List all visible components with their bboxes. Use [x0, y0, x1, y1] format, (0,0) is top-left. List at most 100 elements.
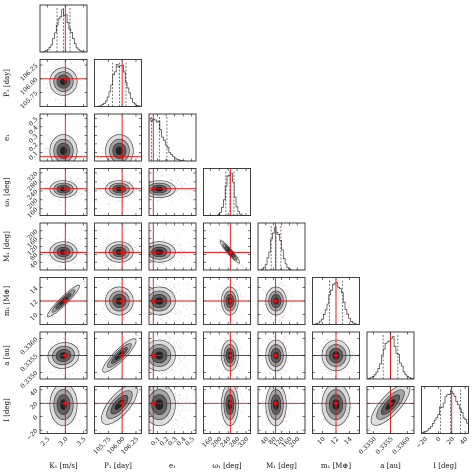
scatter-panel-K-P [39, 59, 88, 107]
y-tick-label: 0 [32, 414, 40, 422]
x-axis-label-M: M₁ [deg] [266, 462, 297, 470]
x-tick-label: 10 [316, 436, 327, 447]
y-tick-label: 0.3 [28, 133, 40, 145]
truth-marker [334, 353, 338, 358]
x-axis-label-m: m₁ [M⊕] [321, 462, 351, 470]
x-tick-label: 0.3360 [391, 436, 411, 456]
y-axis-label-e: e₁ [3, 134, 11, 141]
truth-marker [63, 250, 67, 254]
truth-marker [120, 250, 124, 254]
x-tick-label: 14 [343, 436, 354, 447]
density-contour [59, 146, 68, 155]
histogram-panel-e [148, 113, 197, 162]
scatter-panel-K-m [39, 277, 88, 325]
histogram-panel-P [94, 59, 142, 107]
histogram-steps [94, 63, 142, 107]
scatter-panel-e-a [148, 331, 197, 380]
truth-marker [151, 299, 155, 303]
panel-frame [203, 168, 251, 216]
truth-marker [228, 299, 232, 303]
scatter-panel-w-a [203, 331, 251, 380]
y-tick-label: 12 [29, 298, 40, 309]
x-tick-label: 40 [260, 436, 271, 447]
y-tick-label: 0.3360 [19, 336, 39, 356]
y-tick-label: 320 [26, 170, 39, 183]
y-axis-label-w: ω₁ [deg] [3, 177, 11, 207]
x-tick-label: −20 [415, 436, 429, 450]
x-tick-label: 3.0 [58, 436, 70, 448]
truth-marker [63, 155, 67, 159]
scatter-panel-P-e [94, 113, 142, 162]
y-tick-label: −20 [25, 428, 39, 442]
truth-marker [63, 353, 67, 358]
panel-frame [203, 386, 251, 434]
truth-marker [274, 353, 278, 358]
scatter-panel-e-w [148, 168, 197, 216]
x-tick-label: 320 [237, 436, 250, 449]
scatter-panel-P-a [94, 331, 142, 380]
panel-frame [39, 59, 88, 107]
truth-marker [120, 155, 124, 159]
scatter-panel-P-m [94, 277, 142, 325]
density-contour [115, 146, 123, 155]
truth-marker [388, 401, 393, 405]
truth-marker [151, 401, 155, 405]
y-tick-label: 0.2 [28, 141, 40, 153]
y-tick-label: 40 [29, 387, 40, 398]
histogram-panel-a [366, 331, 415, 380]
scatter-panel-m-i [312, 386, 360, 434]
x-axis-label-P: P₁ [day] [104, 462, 132, 470]
x-tick-label: 20 [445, 436, 456, 447]
truth-marker [63, 401, 67, 405]
scatter-panel-e-m [148, 277, 197, 325]
y-tick-label: 10 [29, 312, 40, 323]
scatter-panel-e-i [148, 386, 197, 434]
y-tick-label: 40 [29, 260, 40, 271]
scatter-panel-P-M [94, 222, 142, 271]
x-axis-label-e: e₁ [169, 462, 176, 470]
panel-frame [148, 386, 197, 434]
scatter-panel-w-M [203, 222, 251, 271]
scatter-panel-m-a [312, 331, 360, 380]
y-tick-label: 20 [29, 401, 40, 412]
truth-marker [63, 77, 67, 81]
truth-marker [120, 187, 124, 191]
y-tick-label: 0.4 [28, 124, 40, 136]
histogram-panel-w [203, 168, 251, 216]
x-tick-label: 80 [267, 436, 278, 447]
truth-marker [120, 353, 124, 358]
x-axis-label-K: K₁ [m/s] [49, 462, 78, 470]
scatter-panel-a-i [366, 386, 415, 434]
y-axis-label-a: a [au] [3, 345, 11, 366]
panel-frame [39, 113, 88, 162]
x-tick-label: 0.2 [158, 436, 170, 448]
histogram-steps [421, 390, 469, 434]
x-tick-label: 0.4 [176, 436, 188, 448]
scatter-panel-K-e [39, 113, 88, 162]
histogram-steps [203, 172, 251, 216]
y-axis-label-i: I [deg] [3, 398, 11, 422]
truth-marker [228, 401, 232, 405]
histogram-panel-M [257, 222, 306, 271]
truth-marker [274, 299, 278, 303]
truth-marker [120, 299, 124, 303]
x-tick-label: 2.5 [40, 436, 52, 448]
y-tick-label: 14 [29, 285, 40, 296]
truth-marker [63, 187, 67, 191]
x-axis-label-i: I [deg] [433, 462, 457, 470]
x-tick-label: 0.5 [184, 436, 196, 448]
panel-frame [94, 168, 142, 216]
scatter-panel-K-a [39, 331, 88, 380]
truth-marker [228, 353, 232, 358]
y-tick-label: 0.3350 [19, 370, 39, 390]
y-axis-label-m: m₁ [M⊕] [3, 286, 11, 316]
panel-frame [94, 113, 142, 162]
truth-marker [274, 401, 278, 405]
truth-marker [334, 401, 338, 405]
truth-marker [151, 353, 155, 358]
truth-marker [63, 299, 67, 303]
x-tick-label: 0.1 [150, 436, 162, 448]
scatter-panel-K-M [39, 222, 88, 271]
panel-frame [39, 386, 88, 434]
scatter-panel-M-m [257, 277, 306, 325]
